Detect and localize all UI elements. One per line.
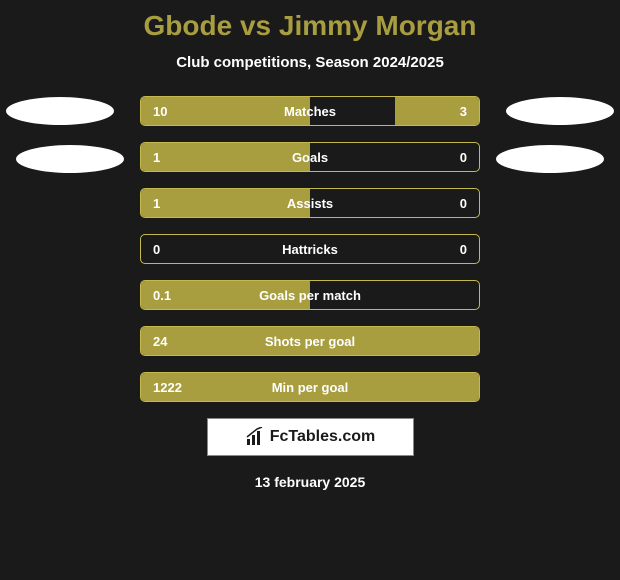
stat-label: Shots per goal: [141, 334, 479, 349]
stat-label: Goals per match: [141, 288, 479, 303]
chart-icon: [245, 427, 265, 447]
stat-row: 0Hattricks0: [140, 234, 480, 264]
stat-label: Goals: [141, 150, 479, 165]
stat-row: 1Goals0: [140, 142, 480, 172]
player-left-avatar-1: [6, 97, 114, 125]
stat-row: 24Shots per goal: [140, 326, 480, 356]
stat-label: Hattricks: [141, 242, 479, 257]
stat-rows: 10Matches31Goals01Assists00Hattricks00.1…: [140, 96, 480, 402]
stat-label: Matches: [141, 104, 479, 119]
stat-label: Min per goal: [141, 380, 479, 395]
player-right-avatar-1: [506, 97, 614, 125]
logo-text: FcTables.com: [270, 428, 376, 446]
player-right-avatar-2: [496, 145, 604, 173]
comparison-title: Gbode vs Jimmy Morgan: [0, 10, 620, 42]
player-left-avatar-2: [16, 145, 124, 173]
fctables-logo[interactable]: FcTables.com: [207, 418, 414, 456]
comparison-date: 13 february 2025: [0, 474, 620, 490]
stat-value-right: 3: [460, 104, 467, 119]
stat-value-right: 0: [460, 196, 467, 211]
stat-row: 10Matches3: [140, 96, 480, 126]
stat-value-right: 0: [460, 242, 467, 257]
stat-row: 1222Min per goal: [140, 372, 480, 402]
stat-row: 1Assists0: [140, 188, 480, 218]
stat-value-right: 0: [460, 150, 467, 165]
stat-label: Assists: [141, 196, 479, 211]
stats-area: 10Matches31Goals01Assists00Hattricks00.1…: [0, 96, 620, 402]
comparison-subtitle: Club competitions, Season 2024/2025: [0, 54, 620, 71]
stat-row: 0.1Goals per match: [140, 280, 480, 310]
